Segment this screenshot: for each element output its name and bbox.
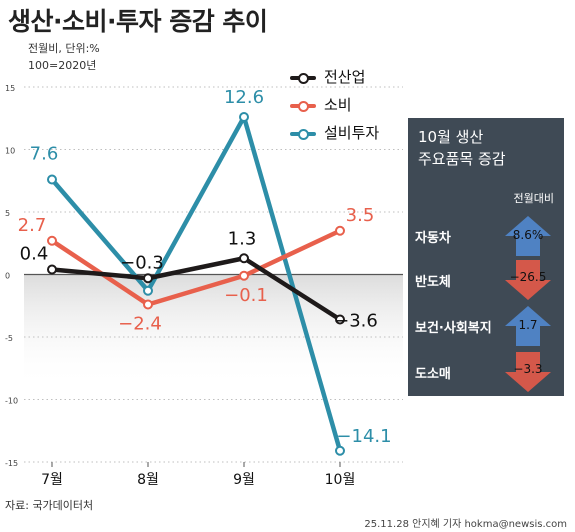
item-label: 도소매: [415, 367, 451, 382]
x-tick-label: 9월: [233, 472, 255, 488]
item-label: 반도체: [415, 275, 451, 290]
panel-row-wholesale: 도소매 −3.3: [408, 350, 564, 394]
unit-note: 전월비, 단위:%: [28, 42, 100, 55]
data-label-production: −3.6: [334, 311, 378, 332]
data-label-investment: −14.1: [336, 426, 391, 447]
data-point-investment: [47, 174, 57, 185]
x-tick-label: 8월: [137, 472, 159, 488]
data-label-production: −0.3: [120, 252, 164, 273]
data-point-consumption: [47, 235, 57, 246]
source-note: 자료: 국가데이터처: [5, 499, 94, 512]
down-arrow-icon: [505, 352, 551, 392]
y-tick-label: 5: [5, 209, 10, 218]
up-arrow-icon: [505, 306, 551, 346]
data-point-investment: [335, 445, 345, 456]
data-point-production: [239, 253, 249, 264]
data-point-production: [335, 314, 345, 325]
series-line-investment: [49, 114, 343, 453]
panel-row-auto: 자동차 8.6%: [408, 214, 564, 258]
panel-title: 10월 생산 주요품목 증감: [418, 128, 506, 168]
credit-line: 25.11.28 안지혜 기자 hokma@newsis.com: [364, 519, 567, 530]
y-tick-label: -5: [5, 334, 13, 343]
x-tick-label: 10월: [325, 472, 356, 488]
item-value: −26.5: [509, 270, 547, 284]
x-tick-label: 7월: [41, 472, 63, 488]
data-label-consumption: 3.5: [346, 205, 375, 226]
data-label-investment: 12.6: [224, 87, 264, 108]
series-line-production: [49, 256, 343, 322]
data-point-production: [47, 264, 57, 275]
up-arrow-icon: [505, 216, 551, 256]
base-year-note: 100=2020년: [28, 59, 97, 72]
negative-area-shade: [24, 274, 403, 387]
data-label-investment: 7.6: [30, 144, 59, 165]
panel-row-health: 보건·사회복지 1.7: [408, 304, 564, 348]
y-tick-label: -10: [5, 397, 18, 406]
data-point-consumption: [143, 299, 153, 310]
data-label-production: 1.3: [228, 228, 257, 249]
y-tick-label: 0: [5, 272, 10, 281]
data-point-production: [143, 273, 153, 284]
down-arrow-icon: [505, 260, 551, 300]
legend-label: 소비: [324, 96, 352, 114]
item-value: 1.7: [518, 318, 538, 332]
item-value: 8.6%: [512, 228, 544, 242]
legend-label: 설비투자: [324, 124, 380, 142]
data-point-consumption: [239, 270, 249, 281]
item-label: 보건·사회복지: [415, 321, 492, 336]
data-point-investment: [143, 285, 153, 296]
panel-row-semiconductor: 반도체 −26.5: [408, 258, 564, 302]
data-point-consumption: [335, 225, 345, 236]
chart-title: 생산·소비·투자 증감 추이: [8, 7, 268, 36]
item-change-panel: 10월 생산 주요품목 증감 전월대비 자동차 8.6% 반도체 −26.5 보…: [408, 118, 564, 396]
data-label-production: 0.4: [20, 244, 49, 265]
y-tick-label: -15: [5, 459, 18, 468]
item-label: 자동차: [415, 231, 451, 246]
y-tick-label: 10: [5, 147, 15, 156]
data-label-consumption: −2.4: [118, 314, 162, 335]
y-tick-label: 15: [5, 84, 15, 93]
legend-label: 전산업: [324, 68, 366, 86]
item-value: −3.3: [513, 362, 543, 376]
data-label-consumption: −0.1: [224, 285, 268, 306]
panel-subtitle: 전월대비: [513, 192, 554, 205]
data-point-investment: [239, 112, 249, 122]
data-label-consumption: 2.7: [18, 215, 47, 236]
